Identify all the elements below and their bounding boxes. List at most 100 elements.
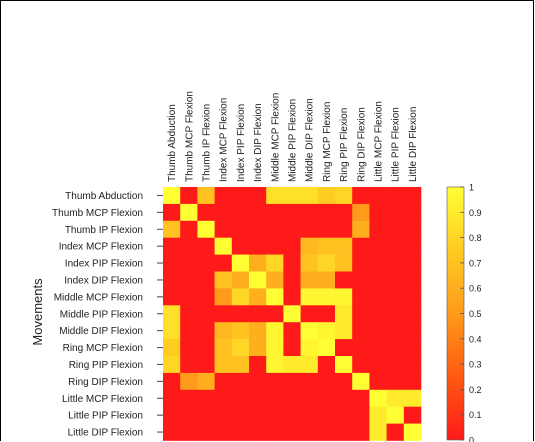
- heatmap-cell: [231, 372, 250, 391]
- heatmap-cell: [403, 356, 422, 374]
- column-label: Thumb MCP Flexion: [184, 91, 195, 182]
- heatmap-cell: [197, 372, 215, 391]
- row-label: Ring DIP Flexion: [68, 377, 143, 388]
- heatmap-cell: [403, 305, 422, 323]
- row-labels: Thumb Abduction Thumb MCP Flexion Thumb IP…: [52, 191, 163, 439]
- heatmap-cell: [317, 389, 336, 407]
- heatmap-cell: [283, 389, 301, 407]
- heatmap-cell: [352, 356, 370, 374]
- row-label: Little MCP Flexion: [62, 394, 143, 405]
- colorbar-tick-label: 1: [469, 183, 474, 193]
- heatmap-cell: [369, 406, 387, 424]
- colorbar-tick-label: 0.5: [469, 309, 482, 319]
- heatmap-cell: [335, 322, 353, 340]
- heatmap-cell: [163, 271, 181, 289]
- heatmap-cell: [249, 203, 267, 222]
- heatmap-cell: [300, 203, 319, 222]
- heatmap-cell: [180, 339, 198, 357]
- heatmap-cell: [283, 271, 301, 289]
- heatmap-cell: [197, 322, 215, 340]
- heatmap-cell: [249, 220, 267, 238]
- row-label: Thumb MCP Flexion: [52, 208, 143, 219]
- heatmap-cell: [352, 305, 370, 323]
- heatmap-cell: [231, 220, 250, 238]
- heatmap-cell: [266, 423, 284, 441]
- heatmap-cell: [163, 254, 181, 272]
- heatmap-cell: [283, 356, 301, 374]
- heatmap-cell: [231, 203, 250, 222]
- heatmap-cell: [317, 339, 336, 357]
- heatmap-cell: [266, 203, 284, 222]
- heatmap-cell: [386, 203, 405, 222]
- heatmap-cell: [180, 406, 198, 424]
- heatmap-cell: [386, 237, 405, 255]
- heatmap-cell: [300, 254, 319, 272]
- heatmap-cell: [197, 187, 215, 205]
- heatmap-cell: [386, 423, 405, 441]
- heatmap-cell: [231, 305, 250, 323]
- heatmap-cell: [249, 237, 267, 255]
- heatmap-cell: [335, 406, 353, 424]
- heatmap-cell: [300, 423, 319, 441]
- heatmap-cell: [369, 203, 387, 222]
- heatmap-cell: [300, 322, 319, 340]
- column-label: Ring DIP Flexion: [356, 107, 367, 182]
- heatmap-cell: [163, 339, 181, 357]
- heatmap-cell: [197, 356, 215, 374]
- heatmap-cell: [180, 372, 198, 391]
- column-label: Ring MCP Flexion: [322, 102, 333, 182]
- heatmap-cell: [231, 288, 250, 306]
- column-label: Little DIP Flexion: [408, 107, 419, 182]
- heatmap-cell: [266, 237, 284, 255]
- heatmap-cell: [335, 305, 353, 323]
- heatmap-cell: [180, 356, 198, 374]
- heatmap-cell: [197, 406, 215, 424]
- heatmap-cells: [163, 187, 422, 441]
- heatmap-cell: [403, 389, 422, 407]
- heatmap-cell: [300, 237, 319, 255]
- heatmap-cell: [231, 339, 250, 357]
- heatmap-cell: [386, 339, 405, 357]
- row-label: Thumb IP Flexion: [65, 225, 143, 236]
- heatmap-cell: [180, 254, 198, 272]
- heatmap-cell: [335, 339, 353, 357]
- heatmap-cell: [231, 406, 250, 424]
- heatmap-cell: [403, 423, 422, 441]
- y-axis-label: Movements: [30, 278, 45, 346]
- heatmap-cell: [352, 271, 370, 289]
- heatmap-cell: [300, 406, 319, 424]
- heatmap-cell: [180, 203, 198, 222]
- heatmap-cell: [317, 203, 336, 222]
- heatmap-cell: [197, 339, 215, 357]
- heatmap-cell: [369, 271, 387, 289]
- heatmap-cell: [283, 423, 301, 441]
- heatmap-cell: [231, 254, 250, 272]
- heatmap-cell: [214, 220, 233, 238]
- heatmap-cell: [403, 187, 422, 205]
- heatmap-cell: [180, 237, 198, 255]
- heatmap-cell: [163, 237, 181, 255]
- colorbar: 0 0.1 0.2 0.3 0.4 0.5 0.6 0.7 0.8 0.9 1: [446, 183, 482, 442]
- heatmap-cell: [163, 187, 181, 205]
- heatmap-cell: [386, 322, 405, 340]
- heatmap-cell: [369, 356, 387, 374]
- heatmap-cell: [300, 372, 319, 391]
- heatmap-cell: [197, 254, 215, 272]
- column-label: Index PIP Flexion: [236, 104, 247, 182]
- heatmap-cell: [386, 187, 405, 205]
- heatmap-cell: [386, 356, 405, 374]
- heatmap-cell: [214, 305, 233, 323]
- heatmap-cell: [283, 339, 301, 357]
- heatmap-cell: [231, 187, 250, 205]
- heatmap-cell: [214, 423, 233, 441]
- heatmap-cell: [317, 271, 336, 289]
- heatmap-cell: [369, 305, 387, 323]
- heatmap-cell: [197, 220, 215, 238]
- row-label: Index MCP Flexion: [59, 242, 143, 253]
- heatmap-cell: [214, 322, 233, 340]
- heatmap-cell: [266, 356, 284, 374]
- heatmap-cell: [335, 372, 353, 391]
- heatmap-cell: [214, 203, 233, 222]
- heatmap-cell: [369, 423, 387, 441]
